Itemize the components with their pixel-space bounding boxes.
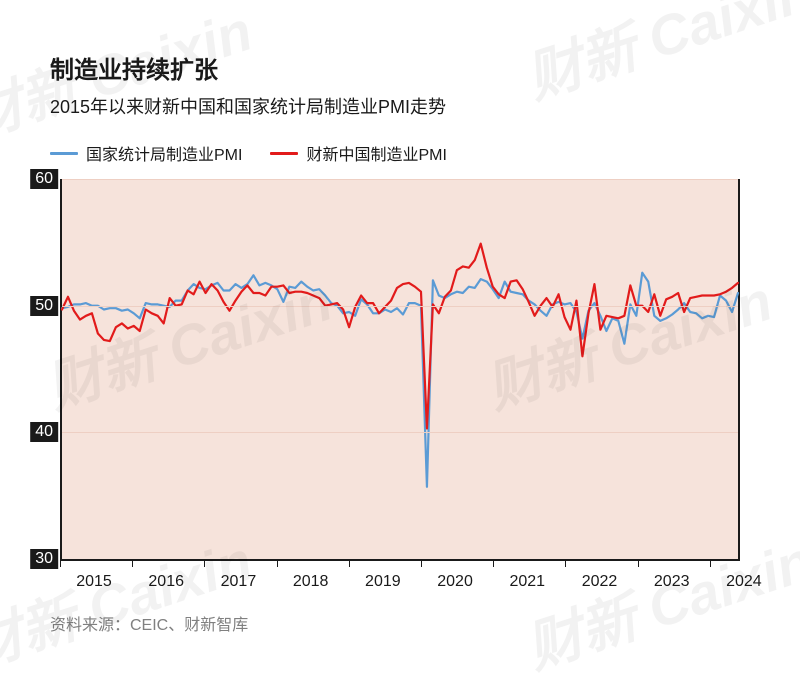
y-tick-label: 60	[30, 169, 58, 189]
legend-label-nbs: 国家统计局制造业PMI	[86, 141, 242, 165]
line-svg	[62, 179, 738, 559]
x-tick	[710, 559, 711, 567]
x-tick-label: 2018	[293, 573, 329, 591]
legend-swatch-caixin	[270, 152, 298, 155]
x-tick-label: 2016	[148, 573, 184, 591]
chart-area: 30405060 2015 2016 2017 2018 2019 2020 2021 202…	[50, 179, 750, 595]
y-tick-label: 50	[30, 296, 58, 316]
legend-swatch-nbs	[50, 152, 78, 155]
source-text: 资料来源：CEIC、财新智库	[50, 611, 750, 635]
x-tick	[60, 559, 61, 567]
x-tick-label: 2015	[76, 573, 112, 591]
legend-label-caixin: 财新中国制造业PMI	[306, 141, 446, 165]
legend: 国家统计局制造业PMI 财新中国制造业PMI	[50, 141, 750, 165]
x-tick	[493, 559, 494, 567]
x-tick	[421, 559, 422, 567]
x-tick-label: 2017	[221, 573, 257, 591]
gridline	[62, 306, 738, 307]
gridline	[62, 432, 738, 433]
x-tick	[349, 559, 350, 567]
x-tick	[132, 559, 133, 567]
x-ticks	[60, 559, 740, 569]
chart-title: 制造业持续扩张	[50, 50, 750, 85]
y-tick-label: 30	[30, 549, 58, 569]
x-tick-label: 2024	[726, 573, 762, 591]
x-tick	[204, 559, 205, 567]
x-tick	[565, 559, 566, 567]
x-labels: 2015201620172018201920202021202220232024	[60, 569, 740, 595]
x-tick	[277, 559, 278, 567]
x-tick	[638, 559, 639, 567]
x-tick-label: 2022	[582, 573, 618, 591]
x-tick-label: 2023	[654, 573, 690, 591]
chart-subtitle: 2015年以来财新中国和国家统计局制造业PMI走势	[50, 93, 750, 119]
y-tick-label: 40	[30, 422, 58, 442]
plot-area: 30405060	[60, 179, 740, 559]
legend-item-caixin: 财新中国制造业PMI	[270, 141, 446, 165]
series-line	[62, 244, 738, 429]
x-tick-label: 2019	[365, 573, 401, 591]
x-tick-label: 2020	[437, 573, 473, 591]
x-tick-label: 2021	[509, 573, 545, 591]
legend-item-nbs: 国家统计局制造业PMI	[50, 141, 242, 165]
gridline	[62, 179, 738, 180]
